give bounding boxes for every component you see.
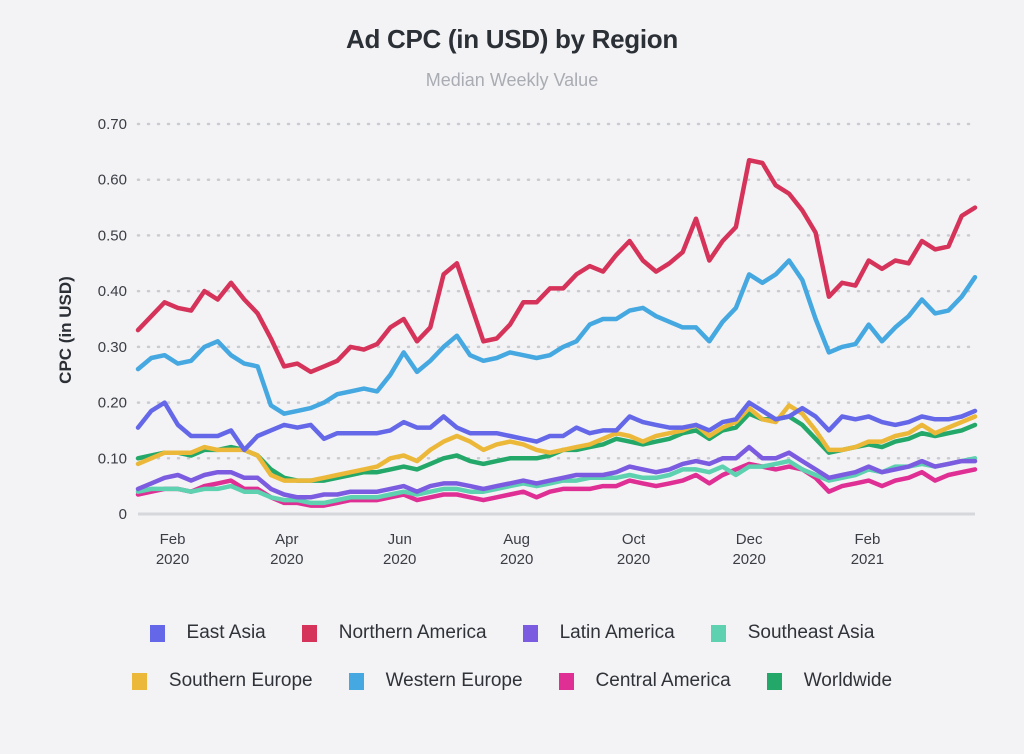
- x-tick-label: 2021: [851, 551, 884, 568]
- chart-title: Ad CPC (in USD) by Region: [346, 24, 678, 54]
- x-tick-label: 2020: [156, 551, 189, 568]
- x-tick-label: Oct: [622, 531, 646, 548]
- chart-subtitle: Median Weekly Value: [425, 70, 599, 90]
- y-tick-label: 0.30: [98, 339, 127, 356]
- series-lines: [135, 157, 978, 508]
- series-line-southeast-asia: [135, 456, 978, 506]
- series-line-southern-europe: [135, 403, 978, 483]
- y-tick-label: 0.40: [98, 283, 127, 300]
- y-tick-label: 0.60: [98, 172, 127, 189]
- legend-swatch: [710, 624, 726, 642]
- x-tick-label: Dec: [736, 531, 763, 548]
- legend-swatch: [149, 624, 165, 642]
- legend-item-western-europe[interactable]: Western Europe: [348, 670, 523, 692]
- legend-label: Western Europe: [385, 670, 523, 691]
- x-axis-ticks: Feb 2020 Apr 2020 Jun 2020 Aug 2020 Oct 2020 Dec 20…: [156, 531, 884, 568]
- legend-item-northern-america[interactable]: Northern America: [301, 622, 487, 644]
- legend-item-latin-america[interactable]: Latin America: [522, 622, 675, 644]
- y-tick-label: 0.50: [98, 227, 127, 244]
- x-tick-label: Aug: [503, 531, 530, 548]
- legend-item-southeast-asia[interactable]: Southeast Asia: [710, 622, 875, 644]
- x-tick-label: Feb: [160, 531, 186, 548]
- series-line-east-asia: [135, 400, 978, 453]
- legend-item-central-america[interactable]: Central America: [558, 670, 731, 692]
- series-line-northern-america: [135, 157, 978, 375]
- legend-item-southern-europe[interactable]: Southern Europe: [131, 670, 313, 692]
- legend-label: Worldwide: [803, 670, 893, 691]
- y-axis-ticks: 0 0.10 0.20 0.30 0.40 0.50 0.60 0.70: [98, 116, 127, 523]
- x-tick-label: 2020: [270, 551, 303, 568]
- legend-label: Southeast Asia: [747, 622, 875, 643]
- x-tick-label: Apr: [275, 531, 298, 548]
- x-tick-label: 2020: [500, 551, 533, 568]
- legend-item-worldwide[interactable]: Worldwide: [766, 670, 893, 692]
- legend-swatch: [522, 624, 538, 642]
- y-tick-label: 0.70: [98, 116, 127, 133]
- y-tick-label: 0: [119, 506, 127, 523]
- legend-label: East Asia: [186, 622, 266, 643]
- legend-row-1: East Asia Northern America Latin America…: [0, 622, 1024, 644]
- legend-item-east-asia[interactable]: East Asia: [149, 622, 266, 644]
- x-tick-label: Jun: [388, 531, 412, 548]
- x-tick-label: Feb: [854, 531, 880, 548]
- x-tick-label: 2020: [383, 551, 416, 568]
- legend-swatch: [558, 672, 574, 690]
- legend-label: Northern America: [338, 622, 487, 643]
- legend-swatch: [348, 672, 364, 690]
- legend-swatch: [131, 672, 147, 690]
- legend-label: Central America: [595, 670, 731, 691]
- series-line-latin-america: [135, 444, 978, 500]
- legend-swatch: [766, 672, 782, 690]
- x-tick-label: 2020: [617, 551, 650, 568]
- legend-label: Latin America: [559, 622, 675, 643]
- x-tick-label: 2020: [732, 551, 765, 568]
- legend-swatch: [301, 624, 317, 642]
- y-tick-label: 0.10: [98, 450, 127, 467]
- y-tick-label: 0.20: [98, 395, 127, 412]
- legend-label: Southern Europe: [168, 670, 313, 691]
- line-chart: 0 0.10 0.20 0.30 0.40 0.50 0.60 0.70 Feb 2020 Apr…: [98, 116, 978, 568]
- legend-row-2: Southern Europe Western Europe Central A…: [0, 670, 1024, 692]
- gridlines: [136, 122, 977, 516]
- series-line-western-europe: [135, 258, 978, 416]
